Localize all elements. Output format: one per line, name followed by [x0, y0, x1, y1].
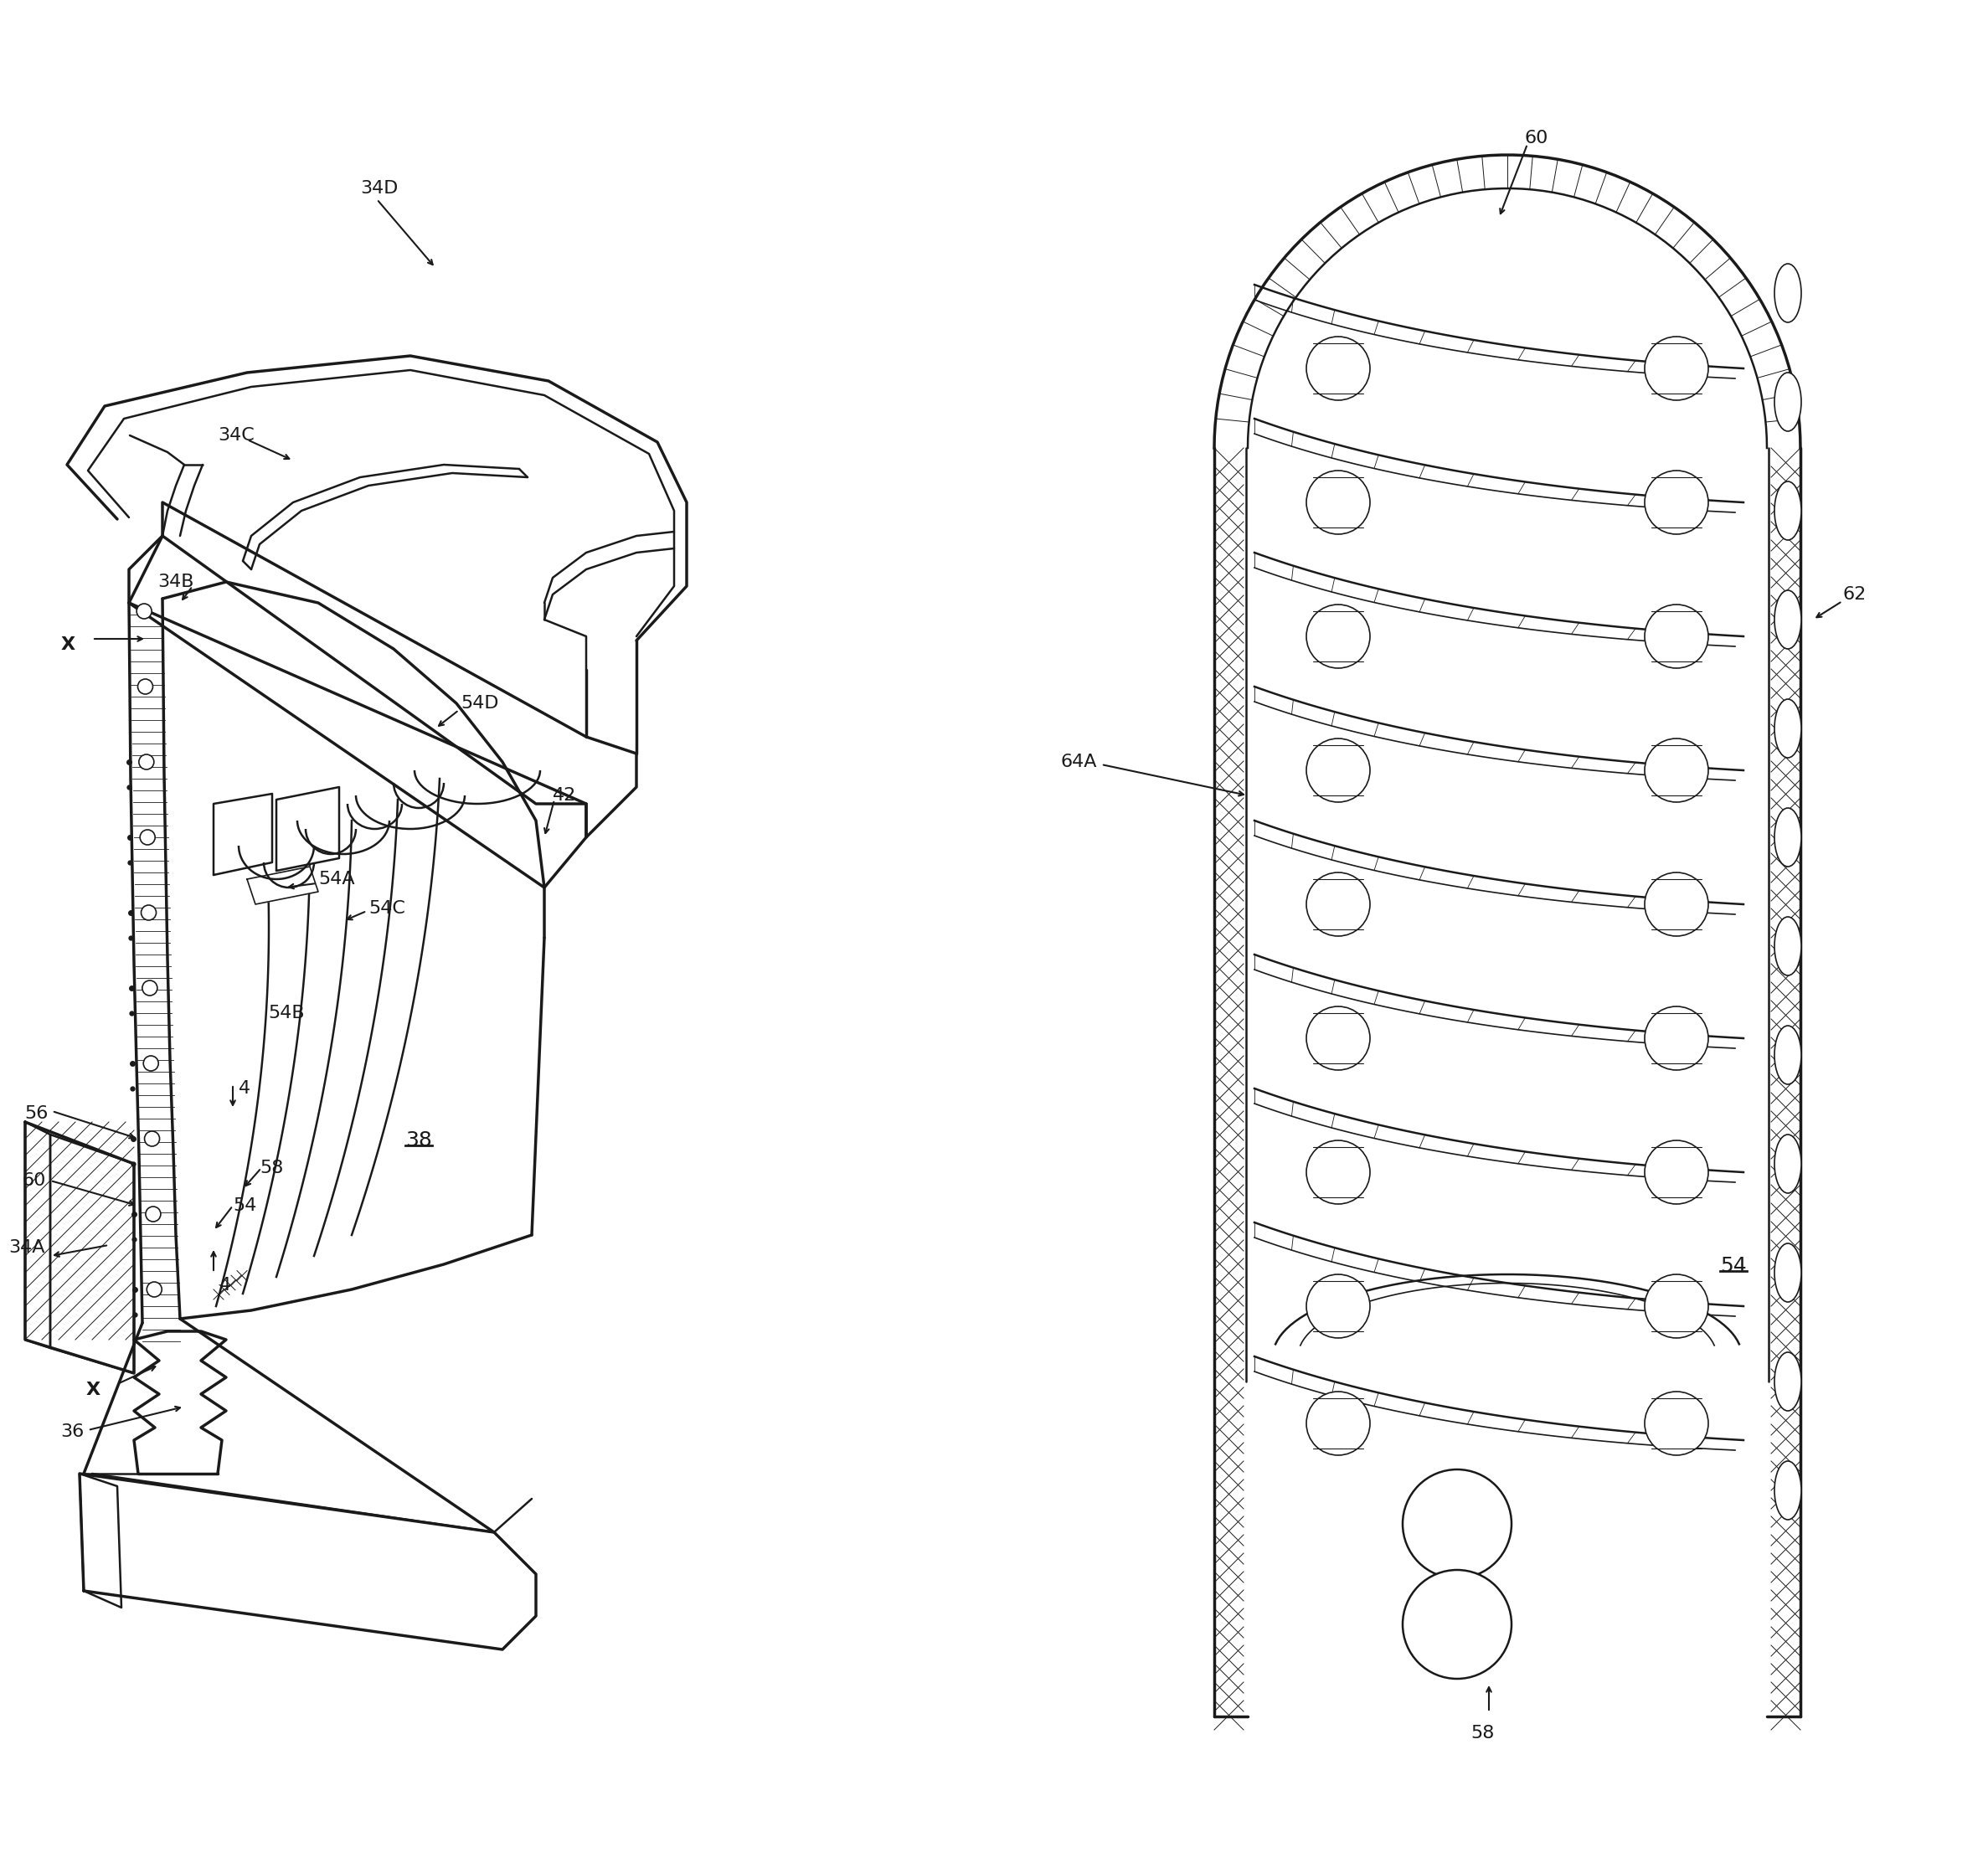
Text: 42: 42: [553, 786, 577, 803]
Polygon shape: [26, 1123, 133, 1373]
Polygon shape: [129, 536, 586, 887]
Polygon shape: [276, 786, 340, 870]
Text: 34A: 34A: [8, 1238, 46, 1255]
Ellipse shape: [1775, 1026, 1801, 1083]
Circle shape: [1306, 1392, 1370, 1455]
Circle shape: [1644, 872, 1708, 936]
Ellipse shape: [1775, 1352, 1801, 1410]
Ellipse shape: [1775, 482, 1801, 540]
Ellipse shape: [1775, 372, 1801, 432]
Circle shape: [145, 1132, 159, 1147]
Text: 38: 38: [406, 1130, 431, 1151]
Ellipse shape: [1775, 1244, 1801, 1302]
Circle shape: [1306, 1274, 1370, 1337]
Circle shape: [139, 829, 155, 844]
Circle shape: [141, 906, 157, 921]
Polygon shape: [247, 867, 318, 904]
Circle shape: [1404, 1569, 1511, 1679]
Text: 62: 62: [1843, 587, 1867, 603]
Text: 54: 54: [233, 1197, 256, 1214]
Text: 58: 58: [260, 1160, 284, 1177]
Text: 4: 4: [239, 1080, 250, 1097]
Circle shape: [1404, 1470, 1511, 1578]
Circle shape: [137, 680, 153, 695]
Ellipse shape: [1775, 1461, 1801, 1521]
Circle shape: [1306, 336, 1370, 400]
Text: 64A: 64A: [1060, 753, 1097, 770]
Circle shape: [1306, 471, 1370, 534]
Circle shape: [139, 755, 153, 770]
Circle shape: [1644, 1274, 1708, 1337]
Circle shape: [1644, 1139, 1708, 1205]
Circle shape: [1644, 1007, 1708, 1070]
Ellipse shape: [1775, 699, 1801, 758]
Circle shape: [147, 1281, 161, 1296]
Circle shape: [1644, 605, 1708, 669]
Polygon shape: [213, 794, 272, 874]
Text: 54: 54: [1720, 1255, 1747, 1276]
Ellipse shape: [1775, 1134, 1801, 1194]
Text: 36: 36: [60, 1423, 83, 1440]
Circle shape: [137, 603, 151, 618]
Circle shape: [1306, 872, 1370, 936]
Text: X: X: [85, 1382, 101, 1399]
Polygon shape: [50, 1134, 133, 1373]
Circle shape: [1644, 336, 1708, 400]
Text: 34B: 34B: [157, 573, 195, 590]
Circle shape: [1644, 471, 1708, 534]
Text: 60: 60: [22, 1173, 46, 1188]
Polygon shape: [26, 1123, 50, 1349]
Text: 54C: 54C: [368, 900, 406, 917]
Text: 54A: 54A: [318, 870, 354, 887]
Text: 34C: 34C: [219, 428, 254, 445]
Circle shape: [1306, 1007, 1370, 1070]
Circle shape: [1306, 605, 1370, 669]
Ellipse shape: [1775, 263, 1801, 323]
Text: 4: 4: [219, 1278, 231, 1295]
Circle shape: [143, 981, 157, 996]
Circle shape: [1306, 1139, 1370, 1205]
Circle shape: [1644, 738, 1708, 801]
Polygon shape: [129, 502, 636, 837]
Circle shape: [143, 1055, 159, 1070]
Circle shape: [1306, 738, 1370, 801]
Text: 54B: 54B: [268, 1005, 304, 1022]
Ellipse shape: [1775, 590, 1801, 648]
Text: X: X: [62, 637, 76, 654]
Polygon shape: [80, 1474, 537, 1649]
Text: 54D: 54D: [461, 695, 499, 712]
Ellipse shape: [1775, 809, 1801, 867]
Polygon shape: [80, 1474, 121, 1608]
Circle shape: [145, 1207, 161, 1222]
Circle shape: [1644, 1392, 1708, 1455]
Ellipse shape: [1775, 917, 1801, 975]
Text: 56: 56: [24, 1106, 48, 1123]
Text: 58: 58: [1471, 1724, 1495, 1741]
Text: 34D: 34D: [360, 179, 398, 196]
Text: 60: 60: [1525, 129, 1549, 146]
